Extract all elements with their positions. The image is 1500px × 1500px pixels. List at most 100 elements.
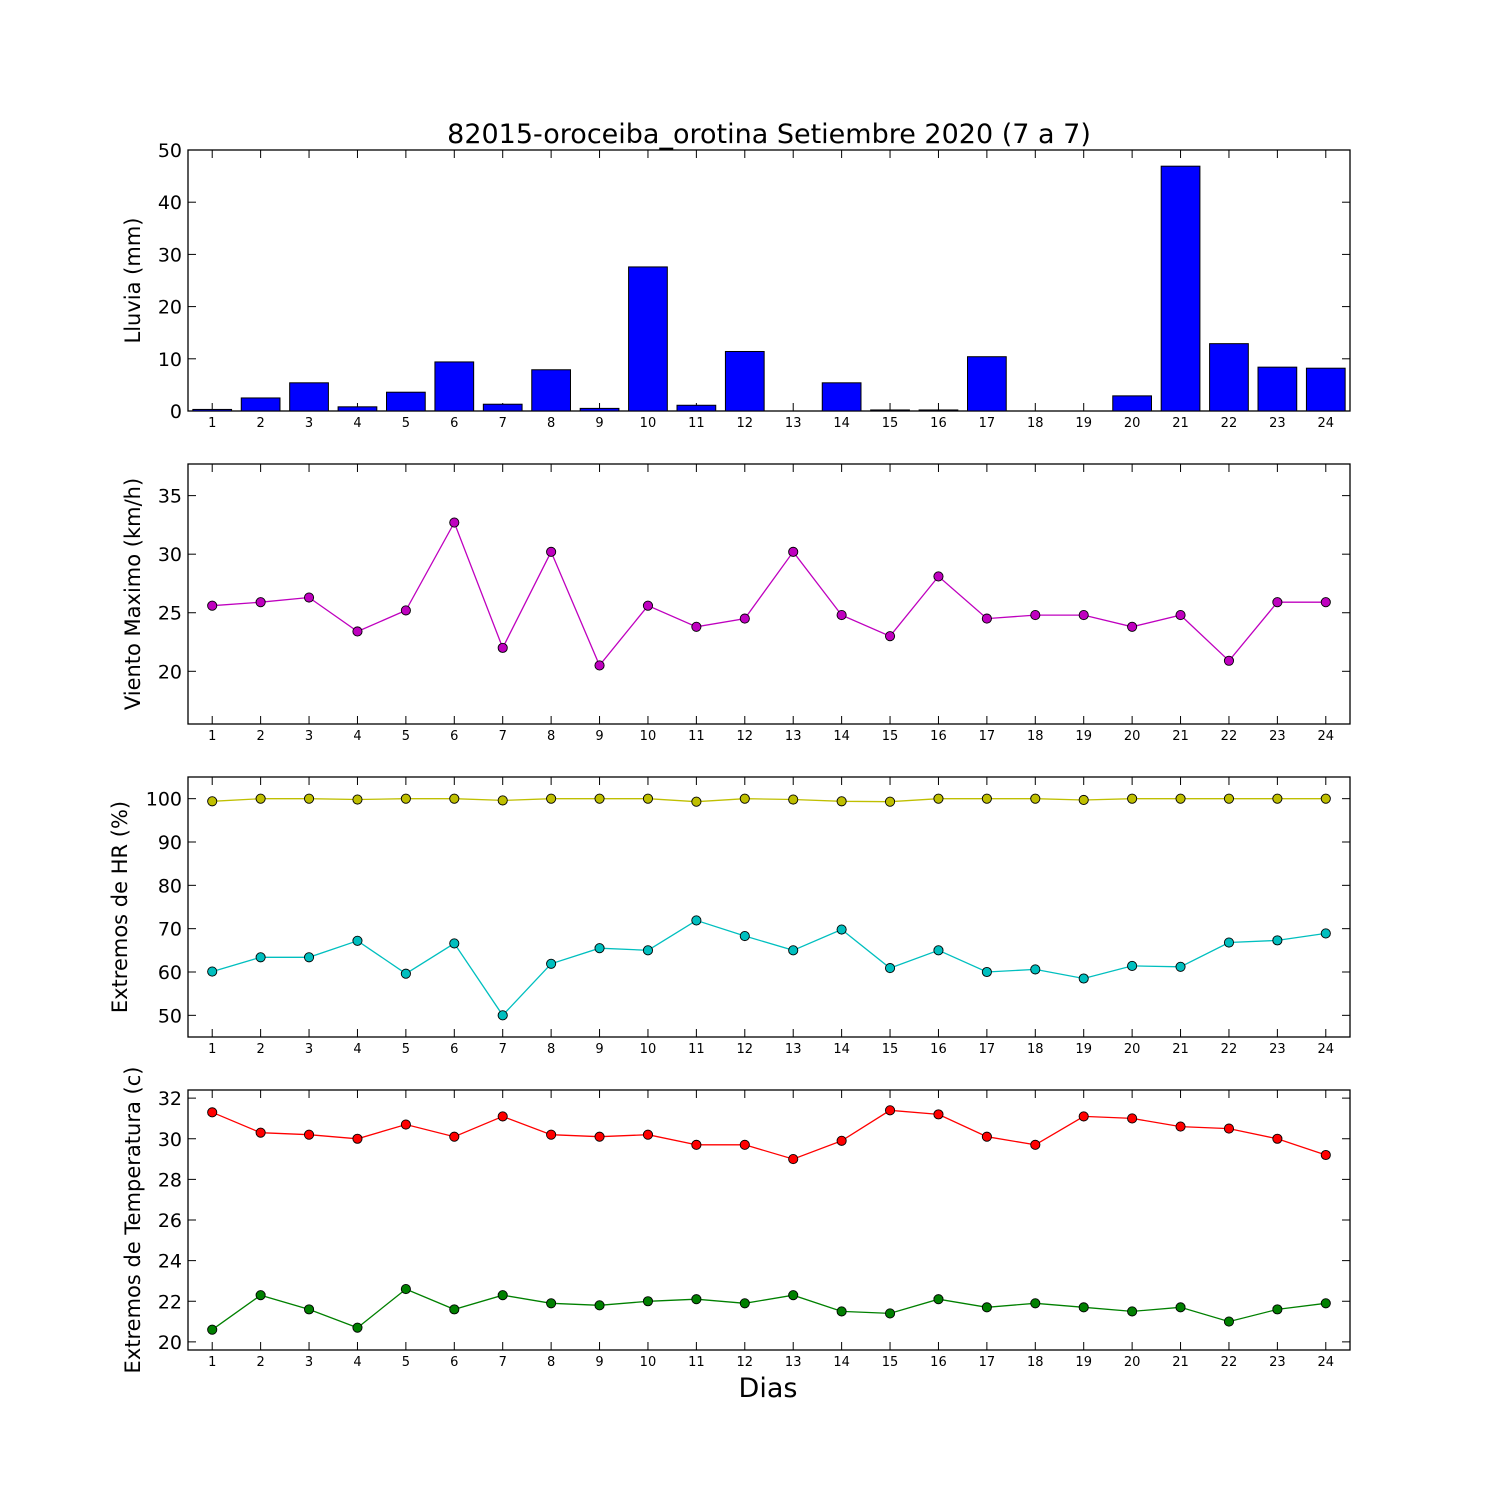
x-tick-label: 12 xyxy=(737,1042,754,1057)
data-point xyxy=(981,1302,992,1313)
y-tick-label: 28 xyxy=(158,1169,182,1191)
plot-frame-lluvia xyxy=(187,149,1351,412)
data-point xyxy=(836,1306,847,1317)
x-tick-label: 17 xyxy=(979,1042,996,1057)
data-point xyxy=(1175,961,1186,972)
data-point xyxy=(303,592,315,603)
x-tick-label: 23 xyxy=(1269,729,1286,744)
bar xyxy=(192,408,233,412)
x-tick-label: 8 xyxy=(547,729,555,744)
x-tick-label: 17 xyxy=(979,729,996,744)
x-tick-label: 6 xyxy=(450,1355,458,1370)
x-tick-label: 17 xyxy=(979,416,996,431)
data-point xyxy=(497,795,508,806)
x-tick-label: 14 xyxy=(833,729,850,744)
x-tick-label: 4 xyxy=(353,729,361,744)
data-point xyxy=(352,935,363,946)
data-point xyxy=(1272,1133,1283,1144)
data-point xyxy=(546,546,557,557)
x-tick-label: 4 xyxy=(353,1355,361,1370)
data-point xyxy=(303,1304,315,1315)
data-point xyxy=(303,793,315,804)
plot-frame-humedad xyxy=(187,776,1351,1038)
data-point xyxy=(594,1131,605,1142)
data-point xyxy=(981,966,992,978)
x-tick-label: 15 xyxy=(882,729,899,744)
data-point xyxy=(1030,793,1041,804)
x-tick-label: 9 xyxy=(595,1355,603,1370)
data-point xyxy=(1127,621,1138,632)
x-tick-label: 21 xyxy=(1172,729,1189,744)
bar xyxy=(482,403,523,412)
y-tick-label: 20 xyxy=(158,1332,182,1354)
x-tick-label: 9 xyxy=(595,729,603,744)
data-point xyxy=(303,952,315,963)
data-point xyxy=(739,930,750,942)
data-point xyxy=(449,938,460,949)
data-point xyxy=(642,1129,654,1140)
data-point xyxy=(207,1324,218,1335)
y-tick-label: 25 xyxy=(158,603,182,625)
x-tick-label: 24 xyxy=(1318,1042,1335,1057)
x-tick-label: 9 xyxy=(595,416,603,431)
data-point xyxy=(1127,1113,1138,1124)
x-tick-label: 24 xyxy=(1318,729,1335,744)
data-point xyxy=(691,915,702,926)
data-point xyxy=(642,1296,654,1307)
data-point xyxy=(497,1010,508,1021)
x-tick-label: 14 xyxy=(833,1042,850,1057)
data-point xyxy=(255,1290,266,1301)
data-point xyxy=(449,1304,460,1315)
x-tick-label: 22 xyxy=(1221,1042,1238,1057)
data-point xyxy=(1223,1316,1235,1327)
series-line-humedad-0 xyxy=(212,798,1326,803)
data-point xyxy=(255,952,266,963)
x-tick-label: 20 xyxy=(1124,1355,1141,1370)
data-point xyxy=(788,794,799,805)
x-tick-label: 13 xyxy=(785,416,802,431)
x-tick-label: 11 xyxy=(688,729,705,744)
data-point xyxy=(400,1119,411,1130)
series-line-humedad-1 xyxy=(212,919,1326,1017)
data-point xyxy=(546,793,557,804)
x-tick-label: 13 xyxy=(785,1355,802,1370)
bar xyxy=(821,382,862,412)
y-tick-label: 20 xyxy=(158,297,182,319)
data-point xyxy=(1223,937,1235,948)
y-tick-label: 100 xyxy=(146,789,182,811)
bar xyxy=(1305,367,1346,412)
data-point xyxy=(1078,1302,1089,1313)
x-tick-label: 7 xyxy=(499,416,507,431)
x-tick-label: 18 xyxy=(1027,1042,1044,1057)
x-tick-label: 11 xyxy=(688,416,705,431)
x-tick-label: 18 xyxy=(1027,1355,1044,1370)
x-tick-label: 10 xyxy=(640,416,657,431)
x-tick-label: 6 xyxy=(450,416,458,431)
x-tick-label: 19 xyxy=(1075,1042,1092,1057)
data-point xyxy=(497,1290,508,1301)
x-tick-label: 3 xyxy=(305,1355,313,1370)
data-point xyxy=(884,796,896,807)
data-point xyxy=(1030,1298,1041,1309)
bar xyxy=(337,406,378,412)
y-tick-label: 26 xyxy=(158,1210,182,1232)
data-point xyxy=(1320,1149,1331,1161)
bar xyxy=(870,409,910,412)
y-tick-label: 22 xyxy=(158,1291,182,1313)
x-tick-label: 8 xyxy=(547,1042,555,1057)
data-point xyxy=(352,794,363,805)
bar xyxy=(1209,343,1249,412)
y-tick-label: 80 xyxy=(158,875,182,897)
x-tick-label: 21 xyxy=(1172,416,1189,431)
data-point xyxy=(352,1133,363,1144)
data-point xyxy=(207,1107,218,1118)
x-tick-label: 5 xyxy=(402,416,410,431)
y-tick-label: 50 xyxy=(158,140,182,162)
data-point xyxy=(449,517,460,528)
x-tick-label: 22 xyxy=(1221,1355,1238,1370)
data-point xyxy=(303,1129,315,1140)
data-point xyxy=(1078,794,1089,806)
x-tick-label: 23 xyxy=(1269,1042,1286,1057)
